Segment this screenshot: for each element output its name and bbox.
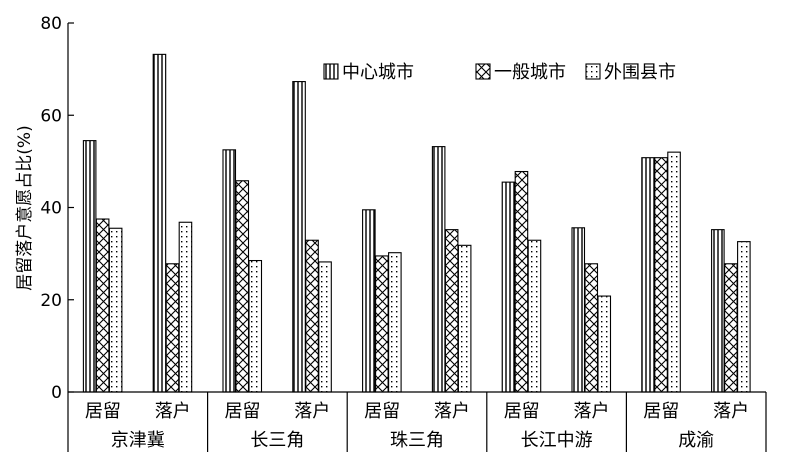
bar: [457, 244, 472, 393]
y-tick-label: 40: [40, 199, 62, 219]
subcategory-label: 居留: [225, 401, 261, 422]
bar: [444, 229, 459, 393]
bar: [501, 181, 516, 393]
bar: [654, 157, 668, 393]
bar: [305, 239, 319, 393]
subcategory-label: 居留: [85, 401, 121, 422]
y-tick-label: 60: [40, 106, 62, 126]
bar: [527, 239, 542, 393]
subcategory-label: 居留: [504, 401, 540, 422]
subcategory-label: 落户: [155, 401, 191, 422]
legend-label: 一般城市: [494, 62, 566, 83]
bar: [152, 53, 167, 393]
legend: 中心城市 一般城市 外围县市: [323, 62, 676, 83]
y-tick-label: 0: [51, 383, 62, 403]
legend-swatch: [475, 63, 491, 80]
group-label: 成渝: [678, 430, 714, 451]
bar: [737, 241, 751, 393]
group-label: 珠三角: [390, 430, 444, 451]
legend-label: 外围县市: [604, 62, 676, 83]
bar: [724, 263, 738, 393]
legend-swatch: [585, 63, 601, 80]
bar: [571, 227, 586, 393]
y-tick-label: 80: [40, 14, 62, 34]
y-axis-title: 居留落户意愿占比(%): [15, 125, 35, 290]
subcategory-label: 落户: [574, 401, 610, 422]
bar: [108, 227, 123, 393]
subcategory-label: 居留: [643, 401, 679, 422]
bar: [514, 170, 529, 393]
subcategory-label: 落户: [434, 401, 470, 422]
bar: [248, 259, 263, 393]
bar: [388, 252, 402, 393]
bar: [431, 146, 446, 393]
bar: [95, 218, 110, 393]
legend-label: 中心城市: [342, 62, 414, 83]
group-label: 京津冀: [111, 430, 165, 451]
bars-layer: [82, 53, 751, 393]
bar: [82, 140, 97, 393]
group-label: 长江中游: [521, 430, 593, 451]
bar: [597, 295, 612, 393]
bar: [584, 263, 599, 393]
bar: [292, 81, 306, 393]
y-tick-label: 20: [40, 291, 62, 311]
bar: [178, 221, 193, 393]
bar: [235, 180, 250, 393]
y-axis: 0 20 40 60 80: [40, 14, 74, 403]
legend-swatch: [323, 63, 339, 80]
bar: [165, 263, 180, 393]
subcategory-label: 落户: [294, 401, 330, 422]
bar: [667, 151, 681, 393]
bar: [318, 261, 332, 393]
bar: [641, 157, 655, 393]
subcategory-label: 居留: [364, 401, 400, 422]
bar: [222, 149, 237, 393]
bar: [362, 209, 376, 393]
subcategory-label: 落户: [713, 401, 749, 422]
bar: [375, 255, 389, 393]
bar: [711, 229, 725, 393]
group-label: 长三角: [250, 430, 304, 451]
